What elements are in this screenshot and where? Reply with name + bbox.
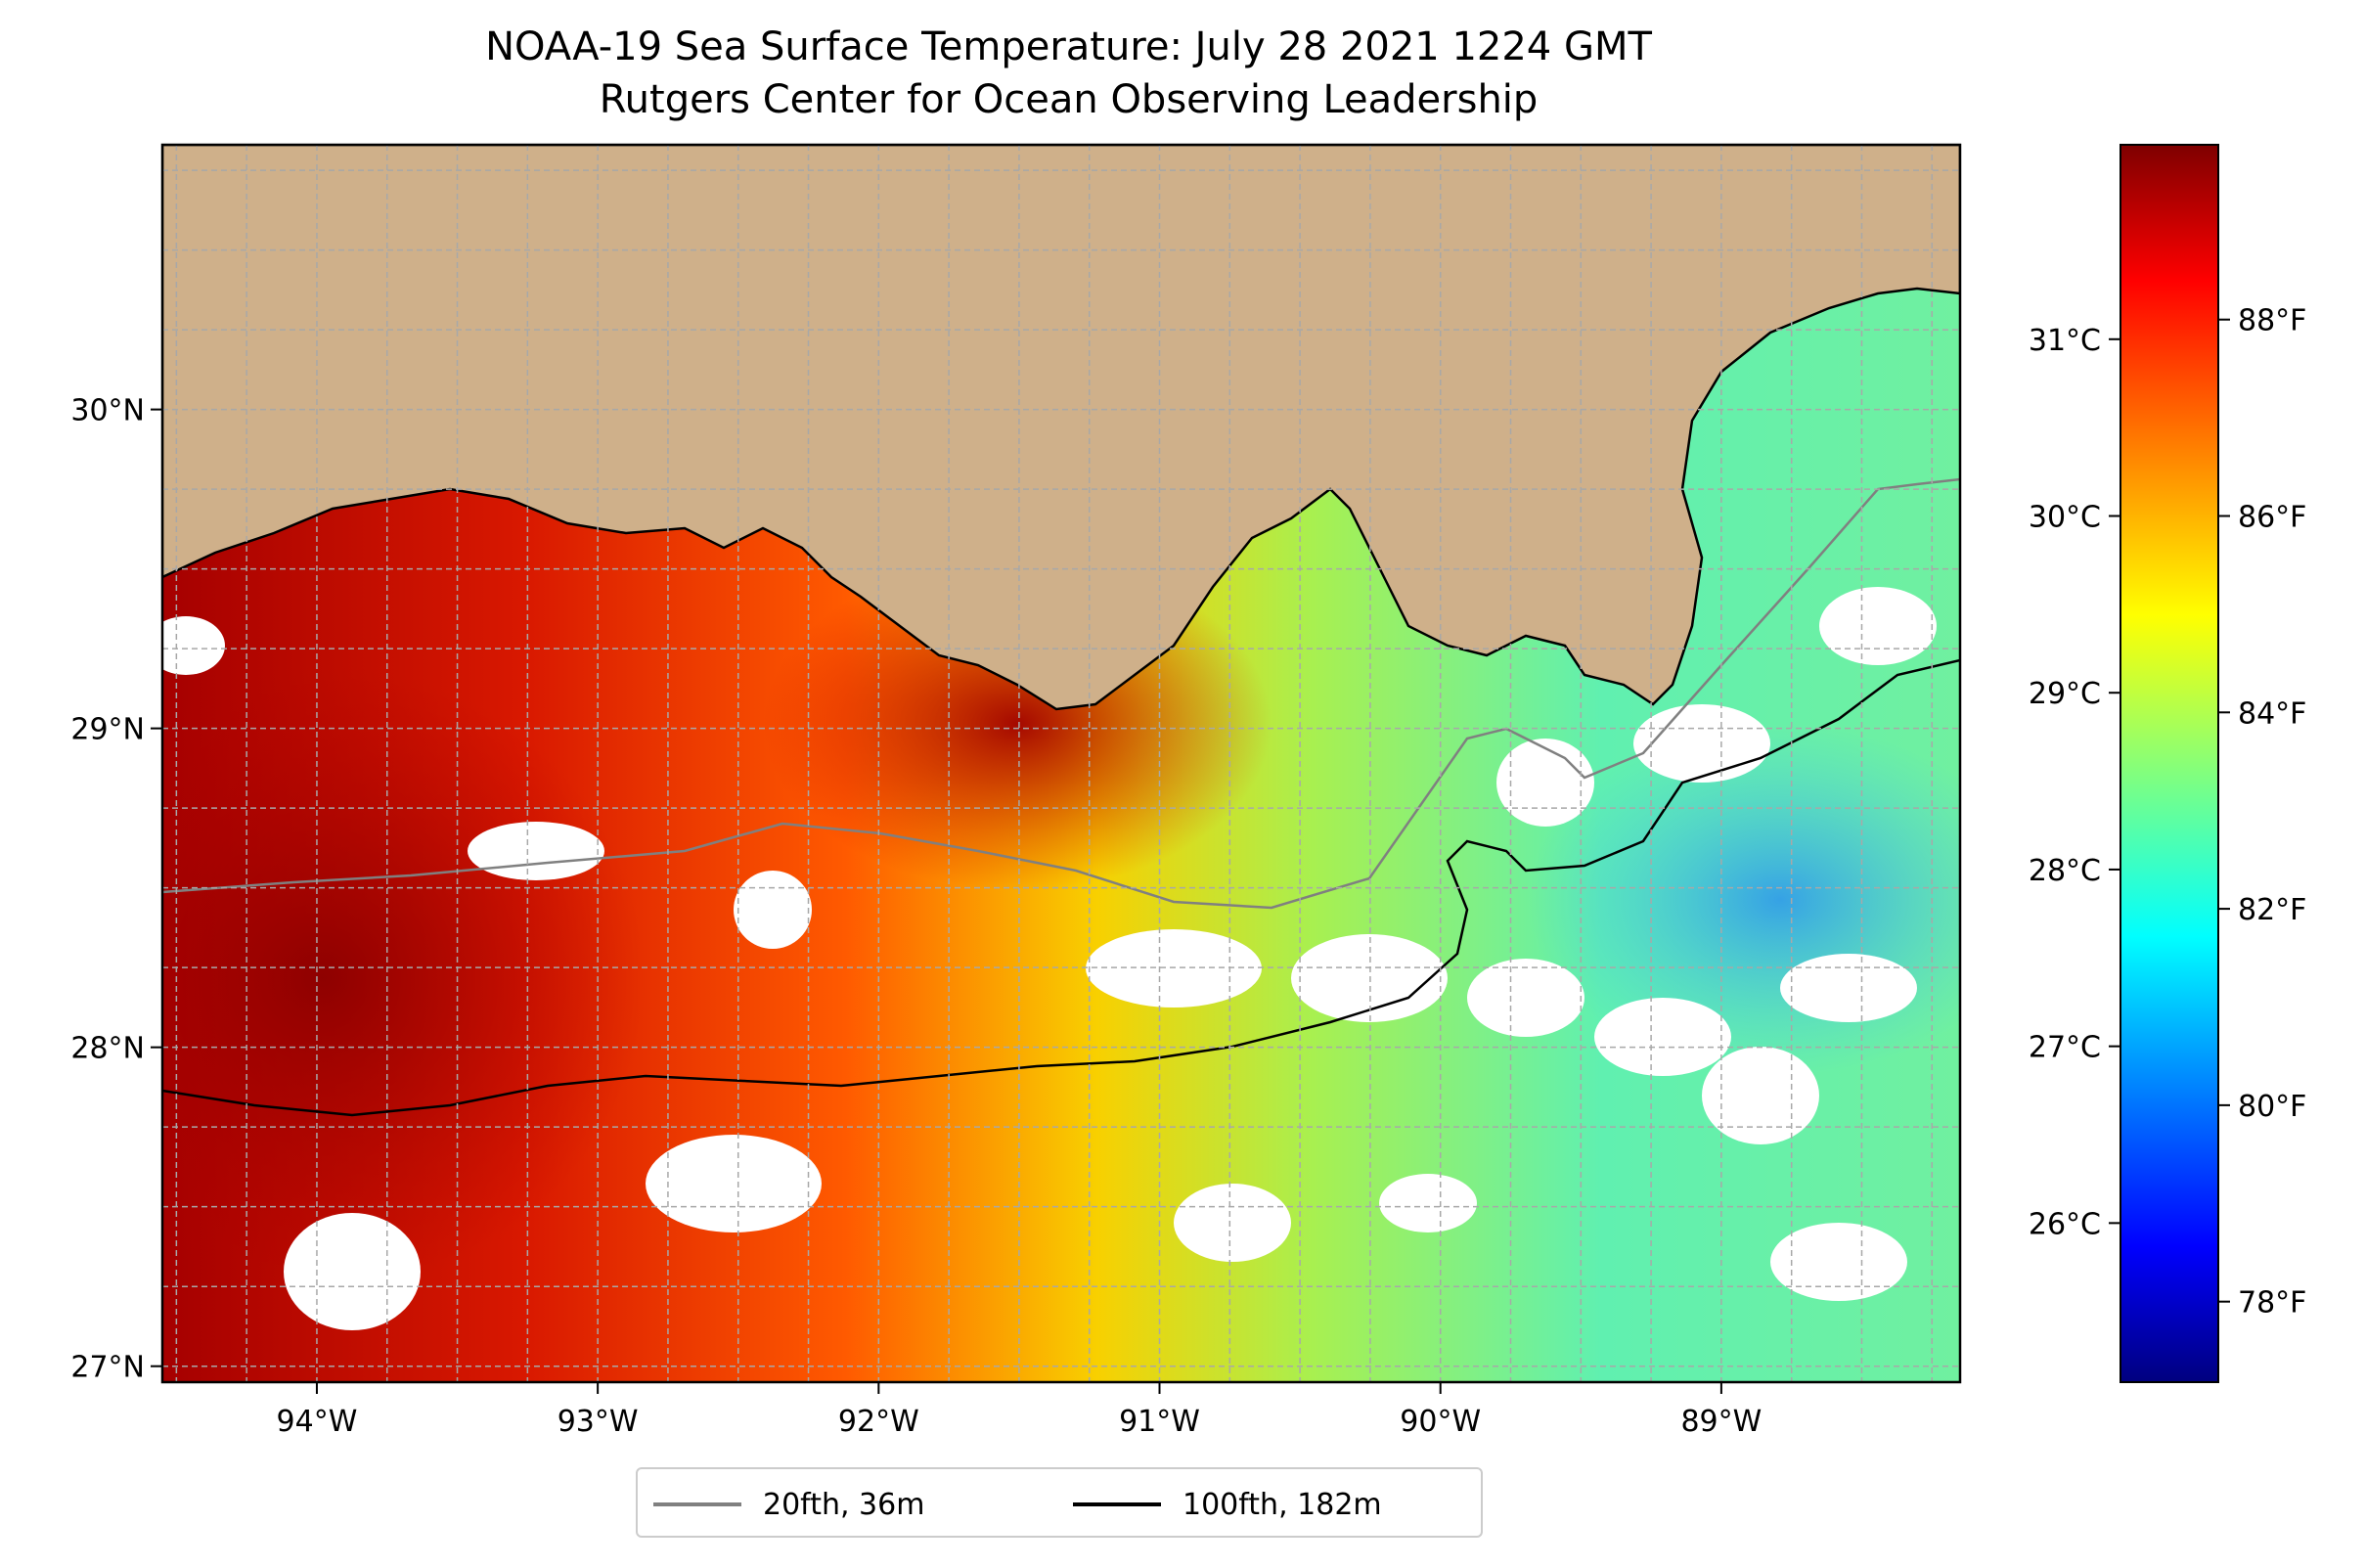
warm-west-anomaly: [162, 665, 646, 1291]
lat-tick-label: 27°N: [70, 1351, 145, 1385]
fahrenheit-tick-label: 82°F: [2238, 893, 2306, 927]
colorbar-celsius-axis: 26°C 27°C 28°C 29°C 30°C 31°C: [2029, 324, 2120, 1241]
map-subtitle: Rutgers Center for Ocean Observing Leade…: [599, 77, 1539, 122]
legend-item-100fth: 100fth, 182m: [1073, 1485, 1382, 1524]
legend-swatch-20fth: [653, 1502, 741, 1506]
lon-tick-label: 92°W: [838, 1405, 919, 1439]
fahrenheit-tick-label: 80°F: [2238, 1090, 2306, 1124]
legend-swatch-100fth: [1073, 1502, 1161, 1506]
latitude-axis: 27°N 28°N 29°N 30°N: [70, 394, 162, 1385]
lon-tick-label: 93°W: [558, 1405, 639, 1439]
fahrenheit-tick-label: 86°F: [2238, 501, 2306, 535]
graticule: [162, 145, 1960, 1382]
lon-tick-label: 90°W: [1400, 1405, 1481, 1439]
fahrenheit-tick-label: 84°F: [2238, 696, 2306, 731]
celsius-tick-label: 28°C: [2029, 854, 2101, 888]
colorbar-fahrenheit-axis: 78°F 80°F 82°F 84°F 86°F 88°F: [2218, 304, 2306, 1321]
lon-tick-label: 89°W: [1680, 1405, 1762, 1439]
lon-tick-label: 91°W: [1119, 1405, 1200, 1439]
celsius-tick-label: 26°C: [2029, 1207, 2101, 1241]
celsius-tick-label: 31°C: [2029, 324, 2101, 358]
colorbar: 26°C 27°C 28°C 29°C 30°C 31°C 78°F 80°F 82°F 84°…: [2029, 144, 2306, 1383]
celsius-tick-label: 30°C: [2029, 501, 2101, 535]
legend-label-100fth: 100fth, 182m: [1182, 1487, 1382, 1522]
contour-100fth: [162, 658, 1960, 1117]
cloud-gaps: [162, 587, 1937, 1330]
contour-20fth: [162, 477, 1960, 910]
lat-tick-label: 28°N: [70, 1032, 145, 1066]
map-frame: [160, 143, 1962, 1384]
celsius-tick-label: 29°C: [2029, 677, 2101, 711]
lat-tick-label: 29°N: [70, 713, 145, 747]
fahrenheit-tick-label: 88°F: [2238, 304, 2306, 338]
legend-label-20fth: 20fth, 36m: [763, 1487, 925, 1522]
fahrenheit-tick-label: 78°F: [2238, 1286, 2306, 1321]
longitude-axis: 94°W 93°W 92°W 91°W 90°W 89°W: [277, 1382, 1762, 1439]
map-title: NOAA-19 Sea Surface Temperature: July 28…: [485, 24, 1652, 69]
map-panel: [162, 145, 1960, 1382]
legend-item-20fth: 20fth, 36m: [653, 1485, 924, 1524]
lon-tick-label: 94°W: [277, 1405, 358, 1439]
lat-tick-label: 30°N: [70, 394, 145, 428]
celsius-tick-label: 27°C: [2029, 1031, 2101, 1065]
legend: 20fth, 36m 100fth, 182m: [636, 1467, 1483, 1538]
colorbar-gradient: [2120, 144, 2219, 1383]
